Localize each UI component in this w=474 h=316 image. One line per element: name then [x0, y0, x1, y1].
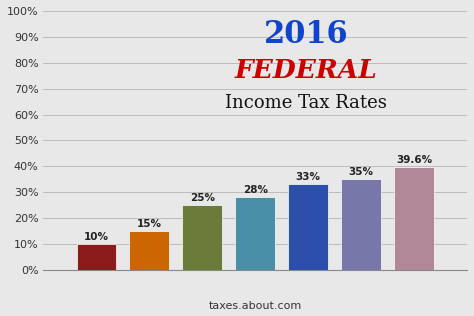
Text: 25%: 25% — [190, 193, 215, 203]
Bar — [182, 205, 222, 270]
Text: 2016: 2016 — [264, 19, 348, 50]
Text: FEDERAL: FEDERAL — [235, 58, 377, 82]
Text: 35%: 35% — [349, 167, 374, 177]
Text: 10%: 10% — [84, 232, 109, 242]
Text: Income Tax Rates: Income Tax Rates — [225, 94, 387, 112]
Text: 28%: 28% — [243, 185, 268, 195]
Text: 33%: 33% — [296, 172, 321, 182]
Text: taxes.about.com: taxes.about.com — [209, 301, 302, 311]
Bar — [76, 244, 116, 270]
Bar — [341, 179, 381, 270]
Bar — [129, 231, 169, 270]
Bar — [288, 185, 328, 270]
Bar — [394, 167, 434, 270]
Text: 15%: 15% — [137, 219, 162, 229]
Bar — [236, 198, 275, 270]
Text: 39.6%: 39.6% — [396, 155, 432, 165]
